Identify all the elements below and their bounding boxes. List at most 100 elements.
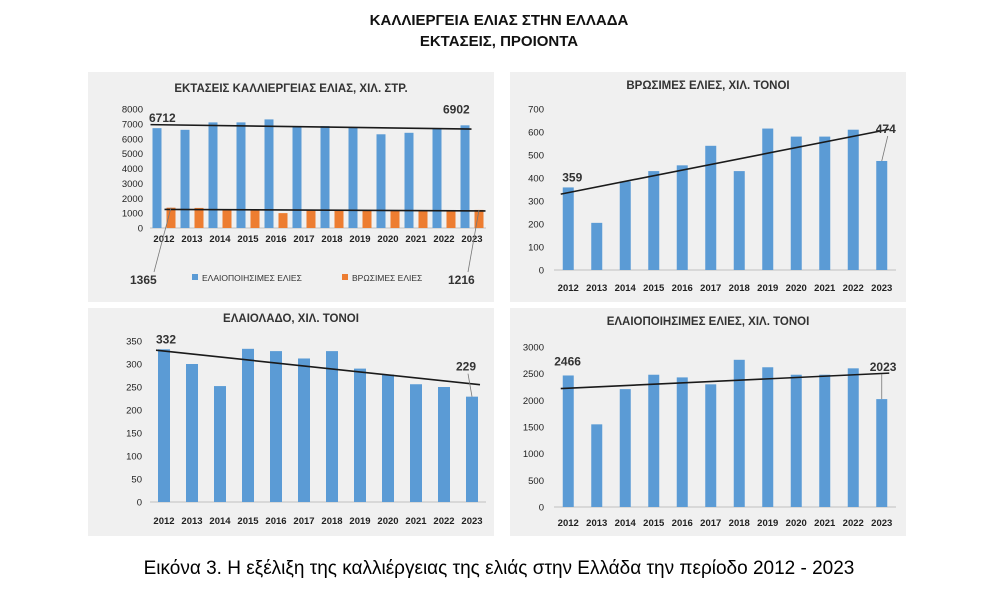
y-tick-label: 200 [528, 220, 544, 231]
value-annotation: 6902 [443, 102, 470, 116]
bar [362, 210, 372, 228]
x-tick-label: 2023 [461, 234, 482, 245]
y-tick-label: 2000 [523, 396, 544, 407]
bar [208, 122, 218, 228]
bar [334, 210, 344, 228]
legend-swatch [192, 274, 198, 280]
bar [376, 134, 386, 228]
x-tick-label: 2014 [615, 518, 637, 529]
bar [705, 145, 717, 270]
bar [474, 209, 484, 228]
bar [876, 399, 888, 507]
bar [676, 165, 688, 270]
y-tick-label: 300 [126, 360, 142, 371]
bar [819, 136, 831, 270]
x-tick-label: 2013 [586, 283, 607, 294]
x-tick-label: 2013 [181, 516, 202, 527]
bar [418, 210, 428, 228]
bar [432, 128, 442, 228]
x-tick-label: 2020 [377, 234, 398, 245]
x-tick-label: 2016 [265, 516, 286, 527]
bar [320, 126, 330, 228]
olive-oil-chart: ΕΛΑΙΟΛΑΔΟ, ΧΙΛ. ΤΟΝΟΙ 0 50 100 150 200 250 300 3… [126, 313, 486, 527]
y-tick-label: 100 [126, 452, 142, 463]
annotation-leader [467, 209, 480, 273]
x-tick-label: 2014 [209, 516, 231, 527]
bar [390, 210, 400, 228]
y-tick-label: 2500 [523, 369, 544, 380]
x-tick-label: 2021 [405, 516, 427, 527]
x-tick-label: 2019 [349, 516, 370, 527]
trendline [560, 128, 890, 195]
areas-chart: ΕΚΤΑΣΕΙΣ ΚΑΛΛΙΕΡΓΕΙΑΣ ΕΛΙΑΣ, ΧΙΛ. ΣΤΡ. 0 1… [122, 83, 486, 287]
bar [733, 171, 745, 270]
x-tick-label: 2018 [321, 234, 342, 245]
main-title-line2: ΕΚΤΑΣΕΙΣ, ΠΡΟΙΟΝΤΑ [419, 33, 579, 50]
bar [214, 386, 226, 502]
trendline [560, 372, 890, 390]
bar [152, 128, 162, 228]
x-tick-label: 2017 [700, 518, 721, 529]
x-tick-label: 2022 [433, 516, 454, 527]
y-tick-label: 4000 [122, 164, 143, 175]
table-olives-chart: ΒΡΩΣΙΜΕΣ ΕΛΙΕΣ, ΧΙΛ. ΤΟΝΟΙ 0 100 200 300 400 5… [528, 80, 896, 294]
x-tick-label: 2012 [558, 283, 579, 294]
bar [382, 374, 394, 502]
x-tick-label: 2020 [786, 283, 807, 294]
bar [762, 367, 774, 507]
bar [705, 384, 717, 507]
table-olives-chart-panel: ΒΡΩΣΙΜΕΣ ΕΛΙΕΣ, ΧΙΛ. ΤΟΝΟΙ 0 100 200 300 400 5… [510, 72, 906, 302]
x-tick-label: 2012 [558, 518, 579, 529]
bar [186, 364, 198, 502]
bar [460, 125, 470, 228]
x-tick-label: 2022 [433, 234, 454, 245]
bar [298, 358, 310, 502]
bar [790, 136, 802, 270]
x-tick-label: 2019 [757, 518, 778, 529]
y-tick-label: 50 [131, 475, 142, 486]
chart-title: ΕΛΑΙΟΛΑΔΟ, ΧΙΛ. ΤΟΝΟΙ [223, 313, 359, 325]
bar [180, 129, 190, 228]
bar [562, 187, 574, 270]
bar [446, 210, 456, 228]
x-tick-label: 2023 [461, 516, 482, 527]
y-tick-label: 0 [137, 498, 142, 509]
y-tick-label: 300 [528, 197, 544, 208]
annotation-leader [153, 207, 172, 273]
y-tick-label: 1500 [523, 423, 544, 434]
bar [847, 129, 859, 270]
bar [619, 389, 631, 507]
x-tick-label: 2021 [405, 234, 427, 245]
x-tick-label: 2021 [814, 518, 836, 529]
main-title: ΚΑΛΛΙΕΡΓΕΙΑ ΕΛΙΑΣ ΣΤΗΝ ΕΛΛΑΔΑ ΕΚΤΑΣΕΙΣ, … [0, 10, 998, 52]
x-tick-label: 2017 [700, 283, 721, 294]
legend-label: ΕΛΑΙΟΠΟΙΗΣΙΜΕΣ ΕΛΙΕΣ [202, 273, 302, 283]
x-tick-label: 2017 [293, 234, 314, 245]
bar [264, 119, 274, 228]
annotation-leader [881, 135, 889, 162]
bar [404, 132, 414, 228]
y-tick-label: 400 [528, 174, 544, 185]
x-tick-label: 2022 [843, 518, 864, 529]
y-tick-label: 2000 [122, 194, 143, 205]
value-annotation: 2023 [870, 360, 897, 374]
x-tick-label: 2015 [237, 516, 259, 527]
y-tick-label: 350 [126, 337, 142, 348]
y-tick-label: 8000 [122, 105, 143, 116]
bar [466, 396, 478, 502]
x-tick-label: 2016 [672, 283, 693, 294]
y-tick-label: 100 [528, 243, 544, 254]
x-tick-label: 2019 [349, 234, 370, 245]
trendline [164, 208, 486, 212]
x-tick-label: 2016 [265, 234, 286, 245]
bar [438, 387, 450, 502]
oil-olives-chart: ΕΛΑΙΟΠΟΙΗΣΙΜΕΣ ΕΛΙΕΣ, ΧΙΛ. ΤΟΝΟΙ 0 500 1000… [523, 316, 897, 529]
y-tick-label: 1000 [122, 209, 143, 220]
y-tick-label: 500 [528, 476, 544, 487]
bar [562, 375, 574, 507]
y-tick-label: 200 [126, 406, 142, 417]
y-tick-label: 700 [528, 105, 544, 116]
x-tick-label: 2015 [237, 234, 259, 245]
x-tick-label: 2015 [643, 518, 665, 529]
x-tick-label: 2017 [293, 516, 314, 527]
